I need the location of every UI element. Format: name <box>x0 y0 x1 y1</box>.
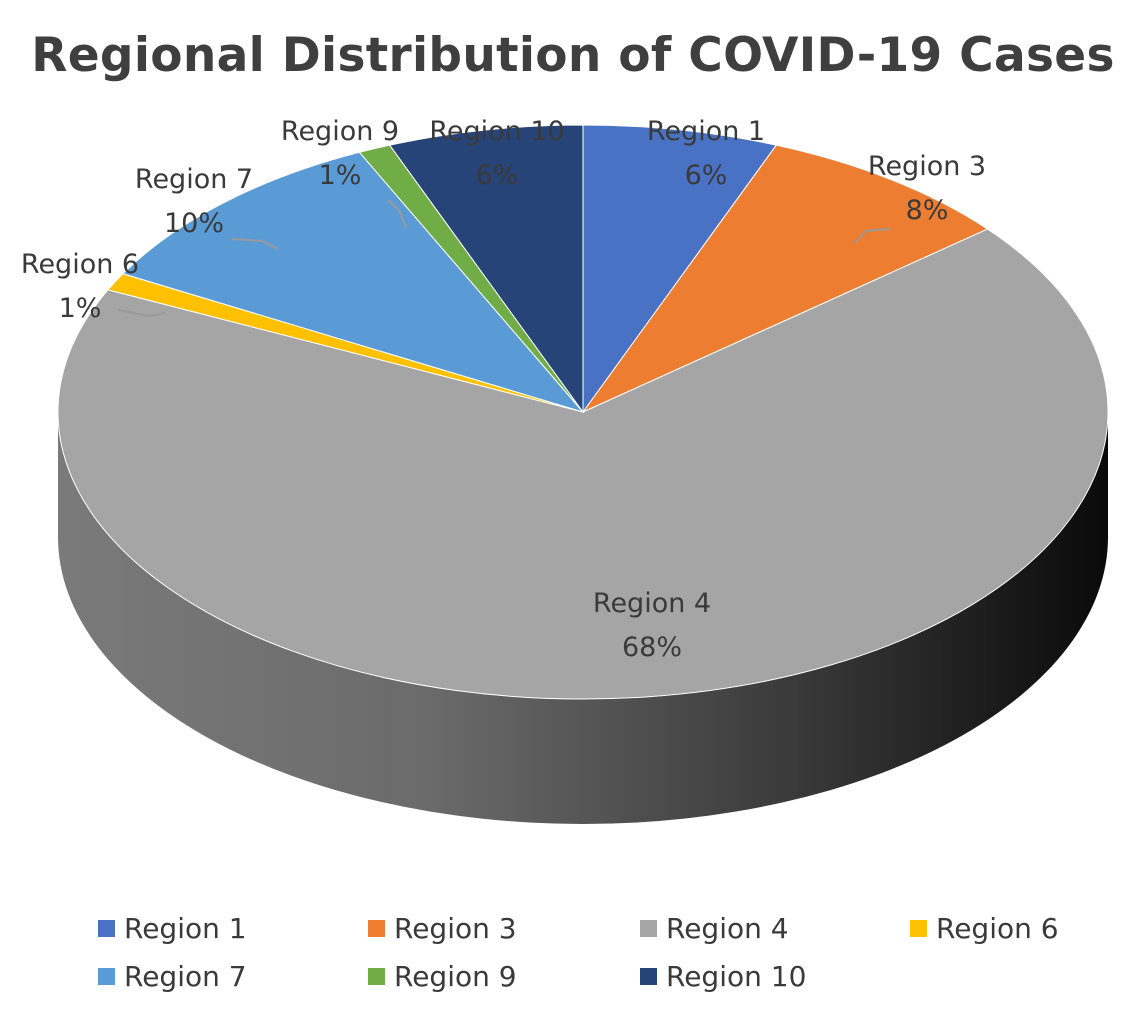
slice-label-name-region-7: Region 7 <box>135 164 253 195</box>
slice-label-name-region-10: Region 10 <box>429 116 564 147</box>
pie-top-face <box>57 124 1109 700</box>
slice-label-value-region-10: 6% <box>476 160 519 191</box>
legend-label-region-3: Region 3 <box>394 912 517 945</box>
legend-swatch-region-6 <box>910 920 927 937</box>
slice-label-name-region-3: Region 3 <box>868 151 986 182</box>
leader-line-region-6 <box>117 309 166 318</box>
slice-label-name-region-6: Region 6 <box>21 249 139 280</box>
pie-side-wall <box>58 412 1108 824</box>
legend-item-region-9: Region 9 <box>368 960 517 993</box>
legend-swatch-region-4 <box>640 920 657 937</box>
slice-label-name-region-4: Region 4 <box>593 588 711 619</box>
slice-label-value-region-4: 68% <box>622 632 682 663</box>
legend-label-region-10: Region 10 <box>666 960 807 993</box>
legend-label-region-7: Region 7 <box>124 960 247 993</box>
slice-label-name-region-9: Region 9 <box>281 116 399 147</box>
slice-label-value-region-7: 10% <box>164 208 224 239</box>
legend-swatch-region-3 <box>368 920 385 937</box>
pie-side-region-4 <box>58 412 1108 824</box>
legend-label-region-6: Region 6 <box>936 912 1059 945</box>
slice-label-value-region-9: 1% <box>319 160 362 191</box>
slice-label-value-region-1: 6% <box>685 160 728 191</box>
pie-slice-region-4 <box>57 228 1109 700</box>
legend-label-region-9: Region 9 <box>394 960 517 993</box>
slice-label-value-region-6: 1% <box>59 293 102 324</box>
pie-slice-region-1 <box>582 124 778 414</box>
legend-item-region-7: Region 7 <box>98 960 247 993</box>
pie-slice-labels: Region 1 6% Region 3 8% Region 4 68% Region 6 1… <box>21 116 986 663</box>
leader-line-region-7 <box>231 238 279 250</box>
legend-label-region-4: Region 4 <box>666 912 789 945</box>
legend-item-region-10: Region 10 <box>640 960 806 993</box>
legend-swatch-region-1 <box>98 920 115 937</box>
legend-item-region-3: Region 3 <box>368 912 517 945</box>
slice-label-name-region-1: Region 1 <box>647 116 765 147</box>
legend-item-region-1: Region 1 <box>98 912 247 945</box>
pie-leader-lines <box>117 199 891 318</box>
pie-slice-region-10 <box>388 124 584 414</box>
legend-item-region-6: Region 6 <box>910 912 1059 945</box>
legend-swatch-region-9 <box>368 968 385 985</box>
legend-swatch-region-10 <box>640 968 657 985</box>
legend-label-region-1: Region 1 <box>124 912 247 945</box>
pie-slice-region-7 <box>121 151 585 413</box>
legend-item-region-4: Region 4 <box>640 912 789 945</box>
slice-label-value-region-3: 8% <box>906 195 949 226</box>
pie-slice-region-3 <box>581 144 989 414</box>
leader-line-region-3 <box>854 228 891 244</box>
chart-title: Regional Distribution of COVID-19 Cases <box>31 28 1115 83</box>
leader-line-region-9 <box>387 199 407 229</box>
legend-swatch-region-7 <box>98 968 115 985</box>
